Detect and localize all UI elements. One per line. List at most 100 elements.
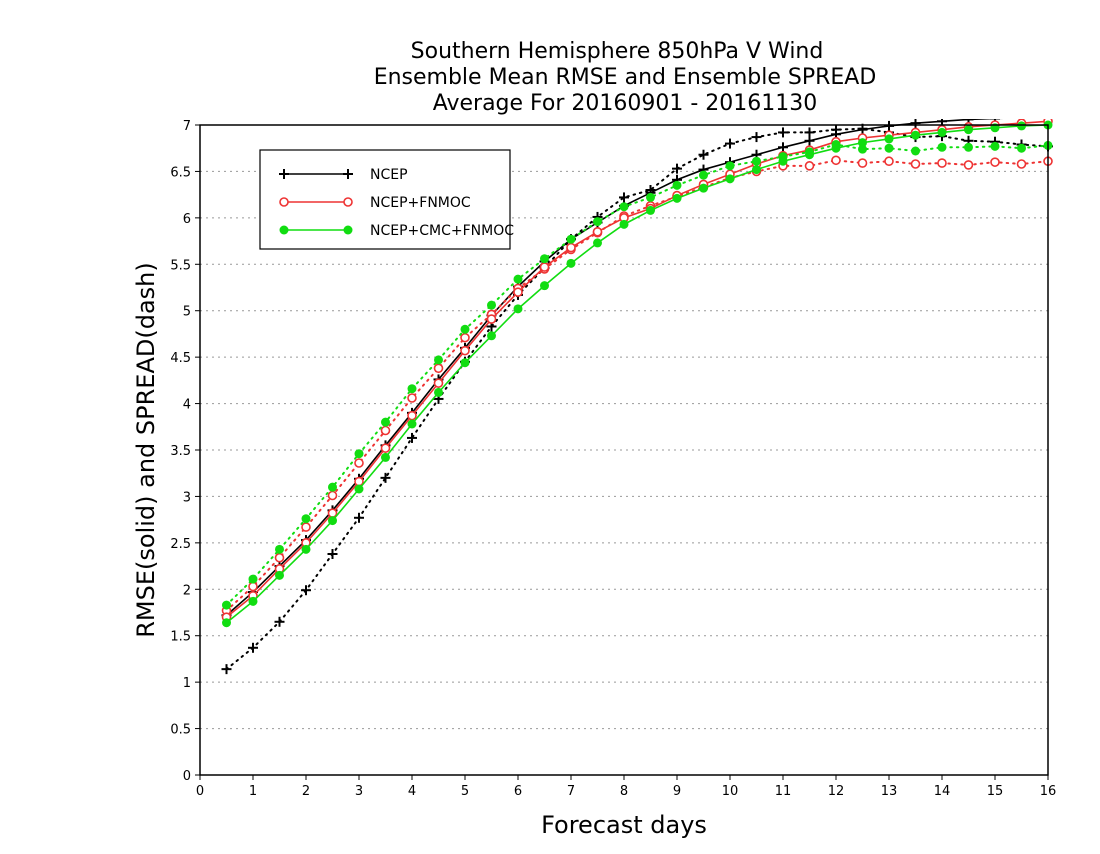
rmse-point [699,183,708,193]
rmse-point [328,516,337,526]
x-tick-label: 7 [567,784,575,799]
chart-title-line-3: Average For 20160901 - 20161130 [433,91,818,116]
spread-point [937,158,947,168]
legend-marker [343,225,353,235]
legend-marker [279,225,289,235]
x-tick-label: 15 [987,784,1004,799]
rmse-point [354,484,364,494]
y-tick-label: 3.5 [170,444,191,459]
rmse-point [513,287,523,297]
rmse-point [804,135,815,146]
rmse-point [778,142,788,153]
spread-point [354,458,364,468]
spread-point [831,155,841,166]
rmse-point [911,130,920,140]
rmse-point [354,476,364,487]
rmse-point [460,345,470,356]
rmse-point [407,419,417,429]
y-tick-label: 3 [183,490,191,505]
y-axis-label: RMSE(solid) and SPREAD(dash) [132,262,160,638]
x-tick-label: 9 [673,784,681,799]
spread-point [301,514,311,524]
rmse-point [752,165,761,175]
spread-point [328,482,337,492]
rmse-point [301,544,311,554]
y-tick-label: 6.5 [170,165,191,180]
spread-point [964,142,973,152]
series-ncep-cmc-fnmoc [222,120,1053,628]
y-tick-label: 2.5 [170,537,191,552]
spread-point [725,161,735,171]
y-tick-label: 1 [183,676,191,691]
x-tick-label: 4 [408,784,416,799]
spread-point [751,132,762,143]
spread-point [593,217,602,227]
rmse-point [380,443,391,453]
spread-point [301,585,311,596]
x-tick-label: 3 [355,784,363,799]
legend-marker [343,197,353,207]
spread-point [540,254,549,264]
rmse-point [805,150,814,160]
spread-point [354,512,364,523]
legend-marker [343,169,353,179]
series-layer [221,119,1053,675]
y-tick-label: 2 [183,583,191,598]
rmse-point [460,358,470,368]
spread-point [725,138,735,149]
spread-point [434,355,443,365]
x-axis-ticks: 0 1 2 3 4 5 6 7 8 9 10 11 12 13 14 15 16 [196,775,1056,799]
spread-point [672,163,682,174]
y-tick-label: 1.5 [170,630,191,645]
spread-point [672,180,682,190]
y-tick-label: 7 [183,119,191,134]
spread-point [619,202,629,212]
spread-point [857,158,868,168]
x-tick-label: 13 [881,784,898,799]
spread-point [407,393,417,403]
x-tick-label: 8 [620,784,628,799]
y-tick-label: 4.5 [170,351,191,366]
y-axis-ticks: 0 0.5 1 1.5 2 2.5 3 3.5 4 4.5 5 5.5 6 6.5 7 [170,119,200,784]
x-tick-label: 0 [196,784,204,799]
spread-point [566,234,576,244]
y-tick-label: 5.5 [170,258,191,273]
spread-point [221,664,232,675]
spread-point [380,425,391,436]
rmse-point [910,119,921,129]
rmse-point [513,304,523,314]
spread-point [804,161,815,171]
rmse-point [857,124,868,135]
rmse-point [248,596,258,606]
rmse-point [778,156,788,166]
x-tick-label: 12 [828,784,845,799]
legend-label: NCEP+FNMOC [370,195,471,211]
spread-point [460,324,470,334]
y-tick-label: 4 [183,398,191,413]
x-tick-label: 5 [461,784,469,799]
rmse-point [566,242,576,253]
rmse-point [646,205,655,215]
rmse-point [407,410,417,421]
y-tick-label: 5 [183,305,191,320]
spread-point [274,552,285,563]
spread-point [327,490,338,501]
rmse-point [884,134,894,144]
spread-point [381,417,390,427]
rmse-point [1017,121,1026,131]
legend: NCEP NCEP+FNMOC NCEP+CMC+FNMOC [259,149,514,250]
legend-label: NCEP+CMC+FNMOC [370,223,514,239]
rmse-point [433,378,444,388]
rmse-point [275,570,284,580]
spread-point [911,146,920,156]
chart-title: Southern Hemisphere 850hPa V Wind Ensemb… [374,39,877,116]
x-tick-label: 14 [934,784,951,799]
spread-point [619,192,629,203]
rmse-point [592,226,603,237]
spread-point [1017,143,1026,153]
spread-point [380,472,391,483]
rmse-point [884,120,894,131]
spread-point [487,300,496,310]
